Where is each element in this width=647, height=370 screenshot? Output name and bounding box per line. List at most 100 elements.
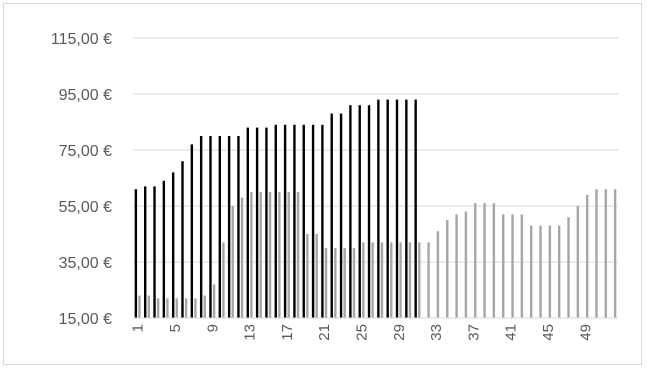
bar	[330, 113, 333, 318]
bar	[557, 225, 561, 318]
bar	[209, 136, 212, 318]
bar	[199, 136, 203, 318]
y-tick-label: 95,00 €	[59, 87, 112, 104]
bar	[349, 105, 352, 318]
bar	[390, 242, 393, 318]
bar	[377, 99, 380, 318]
bar	[492, 203, 496, 318]
x-tick-label: 5	[167, 324, 184, 332]
x-tick-label: 45	[540, 324, 557, 341]
x-tick-label: 37	[465, 324, 482, 341]
chart-frame	[3, 3, 642, 365]
bar	[576, 206, 580, 318]
x-tick-label: 9	[204, 324, 221, 332]
bar	[259, 192, 262, 318]
bar	[455, 214, 458, 318]
bar	[156, 298, 160, 318]
bar	[194, 298, 197, 318]
x-tick-label: 21	[316, 324, 333, 341]
bar	[613, 189, 617, 318]
bar	[293, 124, 296, 318]
bar	[246, 127, 249, 318]
bar	[520, 214, 524, 318]
bar	[548, 225, 552, 318]
bar	[418, 242, 421, 318]
bar	[274, 124, 277, 318]
bar	[240, 197, 244, 318]
bar	[367, 105, 371, 318]
bar	[138, 295, 141, 318]
x-tick-label: 41	[503, 324, 520, 341]
bar	[604, 189, 608, 318]
y-tick-label: 35,00 €	[59, 255, 112, 272]
bar	[212, 284, 216, 318]
bar	[306, 234, 309, 318]
bar	[511, 214, 514, 318]
bar	[362, 242, 365, 318]
x-axis-tick-labels: 1 5 9 13 17 21 25 29 33 37 41 45 49	[130, 324, 595, 341]
bar	[255, 127, 259, 318]
bar	[399, 242, 402, 318]
bar	[181, 161, 184, 318]
x-tick-label: 13	[242, 324, 259, 341]
bar	[184, 298, 188, 318]
bar	[408, 242, 412, 318]
bar	[231, 206, 234, 318]
bar	[334, 248, 337, 318]
x-tick-label: 25	[354, 324, 371, 341]
bar	[436, 231, 440, 318]
y-tick-label: 115,00 €	[51, 31, 112, 48]
bar	[175, 298, 178, 318]
bar	[585, 194, 589, 318]
bar	[147, 295, 150, 318]
bar	[153, 186, 156, 318]
x-tick-label: 1	[130, 324, 147, 332]
bar	[464, 211, 468, 318]
bar	[315, 234, 318, 318]
bar	[414, 99, 417, 318]
bar	[358, 105, 361, 318]
bar	[595, 189, 598, 318]
bar	[405, 99, 408, 318]
bar	[166, 298, 169, 318]
bar	[483, 203, 486, 318]
bar	[143, 186, 147, 318]
bar	[218, 136, 222, 318]
y-axis-tick-labels: 15,00 € 35,00 € 55,00 € 75,00 € 95,00 € 115,0…	[51, 31, 112, 328]
bar	[162, 180, 166, 318]
bar	[287, 192, 290, 318]
x-tick-label: 49	[577, 324, 594, 341]
y-tick-label: 15,00 €	[59, 311, 112, 328]
bar	[134, 189, 138, 318]
y-tick-label: 55,00 €	[59, 199, 112, 216]
bar	[343, 248, 346, 318]
y-tick-label: 75,00 €	[59, 143, 112, 160]
bar	[171, 172, 175, 318]
bar	[502, 214, 505, 318]
bar	[250, 192, 253, 318]
bar	[311, 124, 315, 318]
bar	[227, 136, 231, 318]
x-tick-label: 17	[279, 324, 296, 341]
bar	[529, 225, 533, 318]
bar	[380, 242, 384, 318]
bar	[371, 242, 374, 318]
bar	[427, 242, 430, 318]
bar	[265, 127, 268, 318]
bar	[474, 203, 477, 318]
bar	[339, 113, 343, 318]
bar	[237, 136, 240, 318]
bar	[283, 124, 287, 318]
x-tick-label: 33	[428, 324, 445, 341]
bar	[352, 248, 356, 318]
bar	[222, 242, 225, 318]
bar	[268, 192, 272, 318]
x-tick-label: 29	[391, 324, 408, 341]
bar	[296, 192, 300, 318]
bar	[446, 220, 449, 318]
bar	[278, 192, 281, 318]
bar	[395, 99, 399, 318]
bar	[386, 99, 389, 318]
